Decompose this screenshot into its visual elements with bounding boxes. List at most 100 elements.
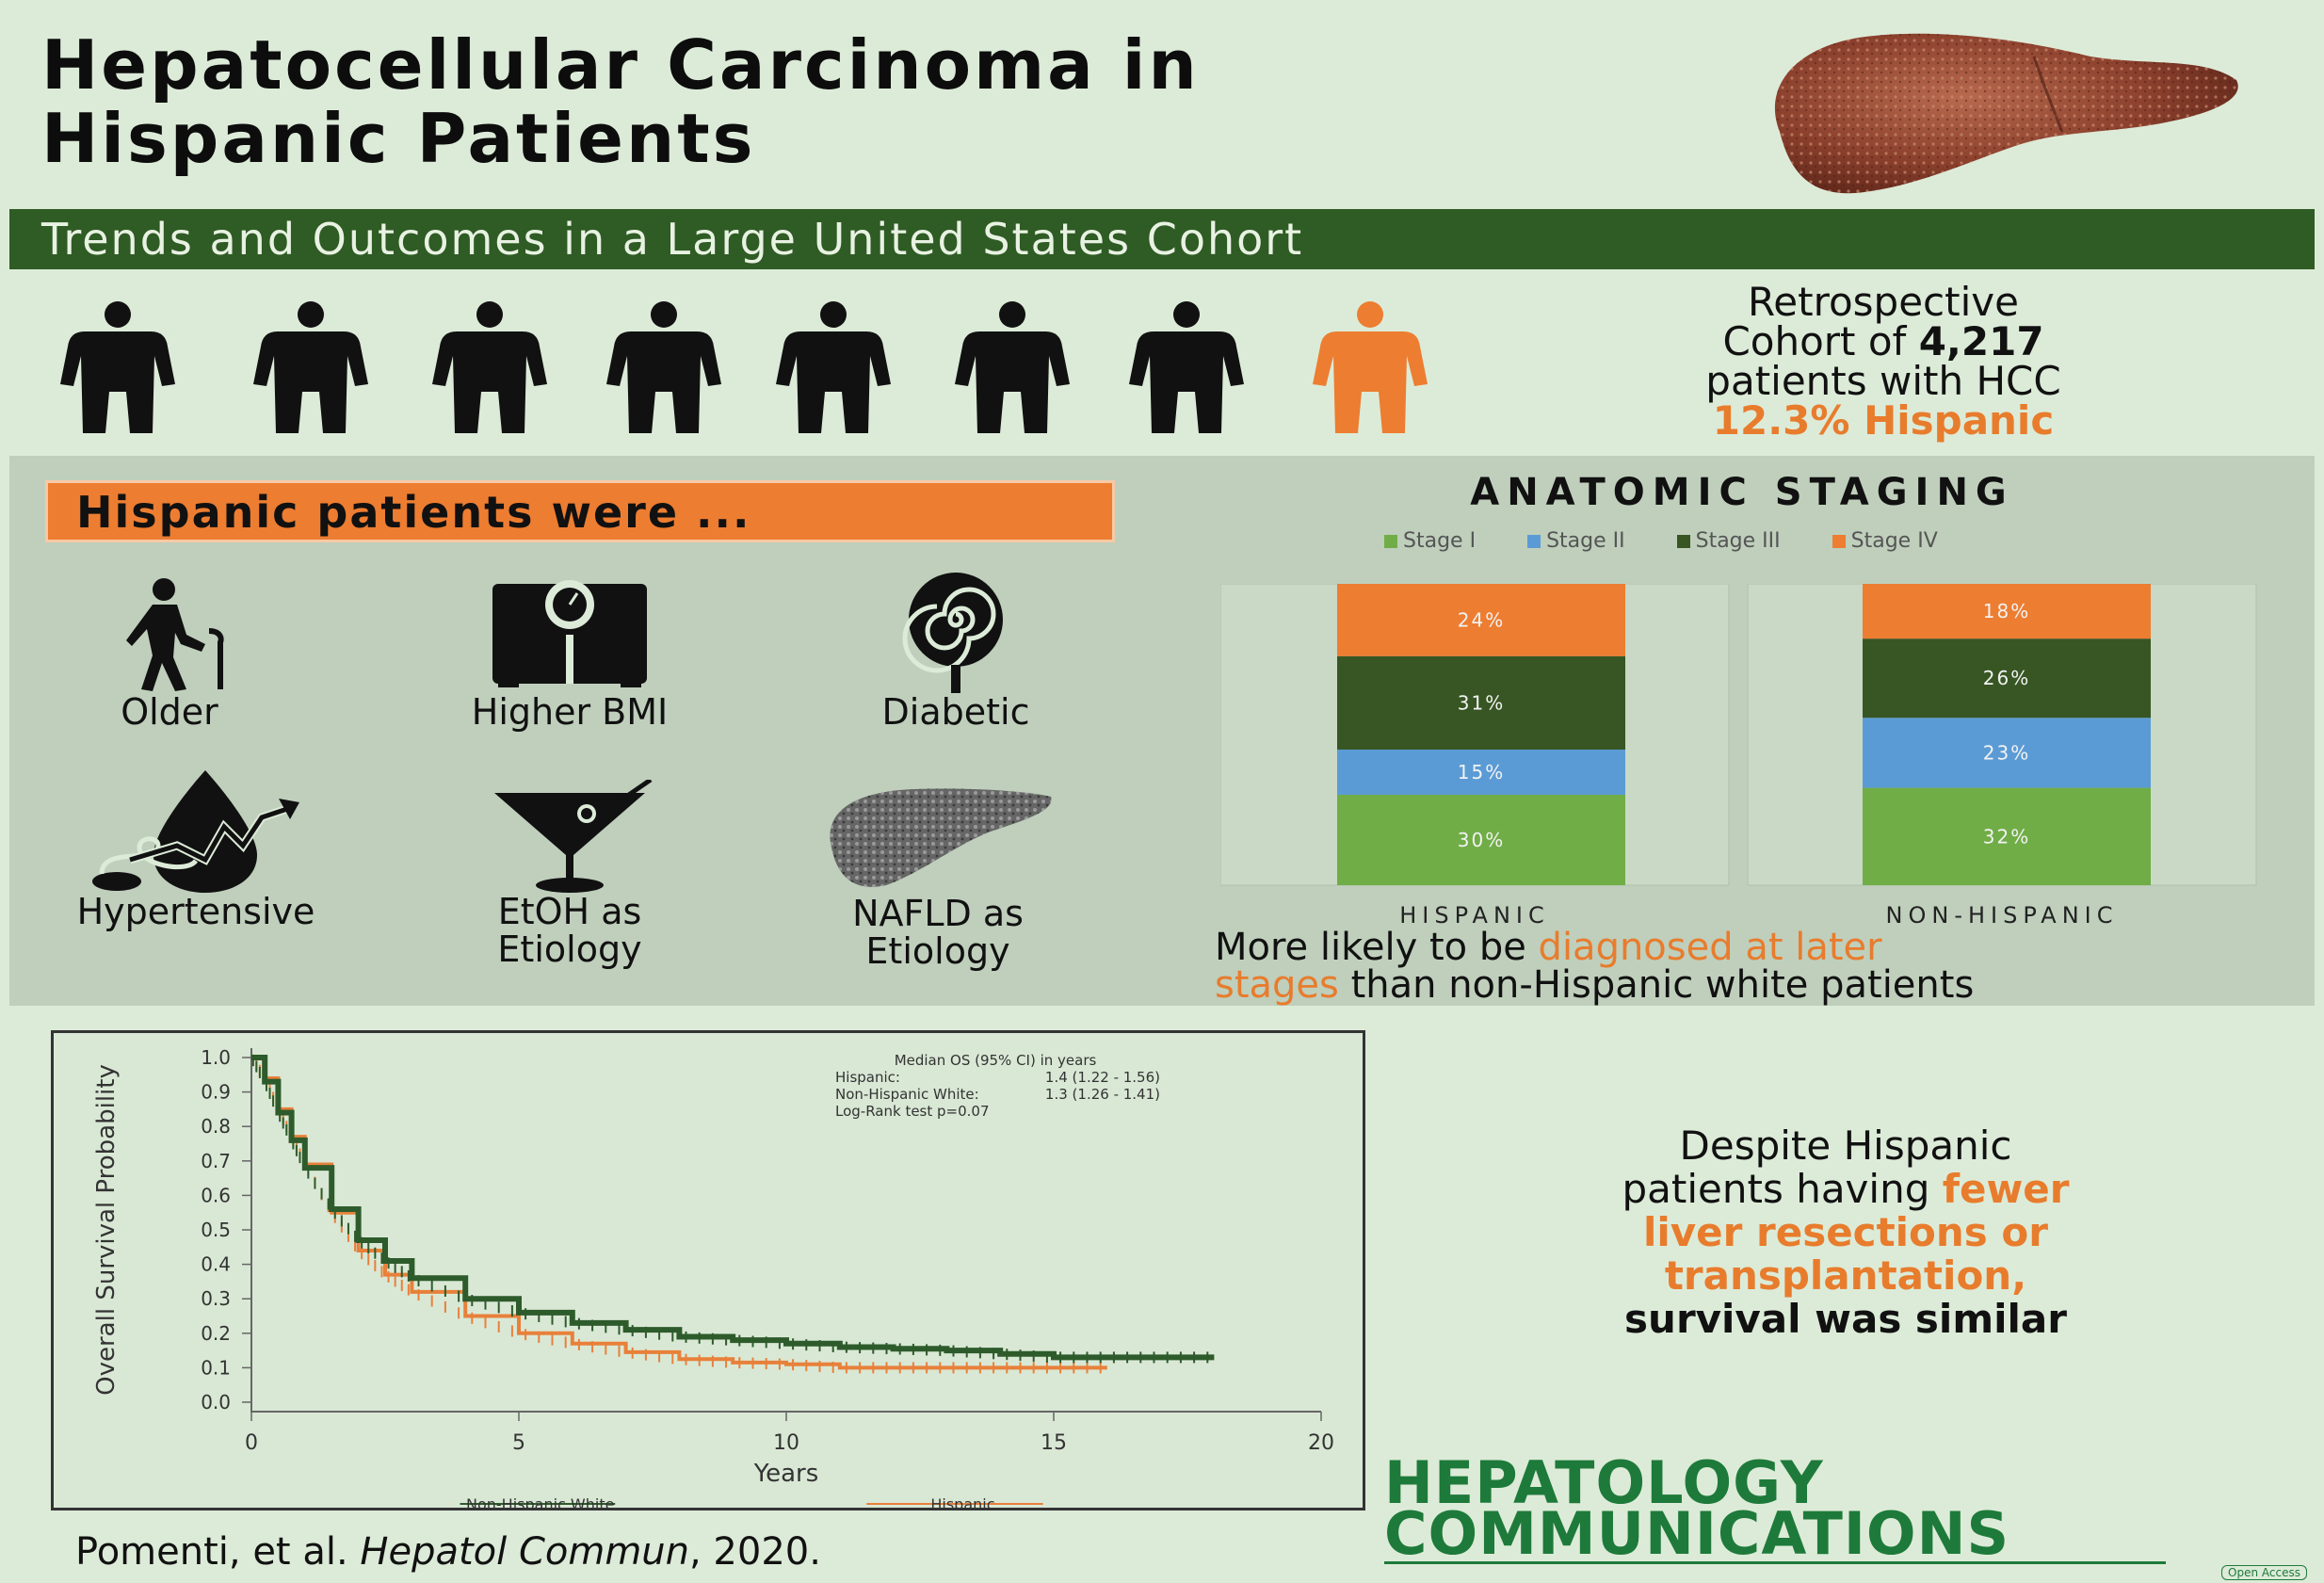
bar-segment-stage-iii (1337, 655, 1625, 750)
bar-segment-stage-ii (1337, 750, 1625, 795)
cohort-hispanic-percent: 12.3% Hispanic (1712, 397, 2055, 444)
legend-swatch (1527, 535, 1541, 548)
factor-diabetic-label: Diabetic (881, 691, 1030, 733)
factor-older-label: Older (121, 691, 218, 733)
legend-stage-2: Stage II (1527, 529, 1625, 553)
staging-title: ANATOMIC STAGING (1470, 471, 2014, 514)
factor-higher-bmi: Higher BMI (400, 576, 739, 731)
bar-data-label: 30% (1458, 829, 1505, 851)
factor-diabetic: Diabetic (786, 571, 1125, 731)
fatty-liver-icon (830, 788, 1052, 887)
journal-logo: HEPATOLOGY COMMUNICATIONS Open Access (1384, 1448, 2307, 1580)
x-tick-label: 15 (1041, 1431, 1067, 1455)
outcome-line-3: liver resections or (1643, 1209, 2048, 1255)
y-tick-label: 0.8 (201, 1115, 231, 1138)
subtitle-banner: Trends and Outcomes in a Large United St… (9, 209, 2315, 269)
outcome-line-4: transplantation, (1664, 1252, 2027, 1299)
hispanic-patients-banner: Hispanic patients were ... (45, 480, 1115, 542)
y-tick-label: 1.0 (201, 1046, 231, 1069)
journal-logo-line-2: COMMUNICATIONS (1384, 1499, 2010, 1568)
bar-data-label: 15% (1458, 761, 1505, 783)
annotation-value: 1.4 (1.22 - 1.56) (1045, 1069, 1160, 1086)
legend-swatch (1384, 535, 1397, 548)
title-line-1: Hepatocellular Carcinoma in (41, 25, 1200, 105)
bar-data-label: 23% (1983, 741, 2030, 764)
cohort-count: 4,217 (1918, 318, 2044, 364)
factor-nafld: NAFLD as Etiology (768, 782, 1107, 970)
y-tick-label: 0.0 (201, 1391, 231, 1413)
outcome-summary: Despite Hispanic patients having fewer l… (1422, 1124, 2269, 1341)
person-icon (955, 301, 1070, 433)
bar-segment-stage-i (1863, 787, 2151, 885)
survival-curve-non-hispanic-white (251, 1055, 1215, 1361)
lollipop-icon (902, 573, 1003, 693)
people-icon-row (56, 301, 1450, 443)
cohort-summary: Retrospective Cohort of 4,217 patients w… (1563, 283, 2203, 441)
annotation-label: Log-Rank test p=0.07 (835, 1103, 990, 1120)
y-tick-label: 0.3 (201, 1287, 231, 1310)
outcome-line-5: survival was similar (1624, 1296, 2067, 1342)
legend-stage-4: Stage IV (1832, 529, 1938, 553)
staging-note: More likely to be diagnosed at later sta… (1215, 926, 1975, 1007)
factor-hypertensive: Hypertensive (26, 770, 365, 930)
bar-data-label: 32% (1983, 825, 2030, 848)
y-tick-label: 0.2 (201, 1322, 231, 1345)
subtitle: Trends and Outcomes in a Large United St… (41, 214, 1304, 265)
person-icon (60, 301, 175, 433)
x-tick-label: 0 (245, 1431, 258, 1455)
bar-segment-stage-iv (1863, 584, 2151, 639)
bathroom-scale-icon (492, 580, 647, 687)
y-tick-label: 0.4 (201, 1253, 231, 1276)
elderly-person-with-cane-icon (126, 578, 224, 691)
journal-logo-line-1: HEPATOLOGY (1384, 1448, 1824, 1517)
y-tick-label: 0.1 (201, 1356, 231, 1379)
category-label: NON-HISPANIC (1886, 902, 2119, 929)
survival-plot-frame: 0.0 0.1 0.2 0.3 0.4 0.5 0.6 0.7 0.8 0.9 1.0 0 5 10 15 2… (51, 1030, 1365, 1510)
staging-stacked-bar-chart: 30% 15% 31% 24% HISPANIC 32% 23% 26% 18% NON-HISP… (1220, 584, 2257, 929)
cohort-line-2: Cohort of 4,217 (1722, 318, 2044, 364)
factor-etoh-label-1: EtOH as (497, 891, 642, 932)
cocktail-glass-icon (494, 780, 653, 893)
staging-legend: Stage I Stage II Stage III Stage IV (1384, 529, 2232, 553)
outcome-line-2: patients having fewer (1622, 1166, 2070, 1212)
y-tick-label: 0.6 (201, 1184, 231, 1206)
x-tick-label: 5 (512, 1431, 525, 1455)
x-axis-title: Years (753, 1460, 819, 1488)
x-tick-label: 10 (773, 1431, 799, 1455)
outcome-line-1: Despite Hispanic (1679, 1123, 2012, 1169)
person-icon (253, 301, 368, 433)
factor-etoh: EtOH as Etiology (400, 780, 739, 968)
y-tick-label: 0.5 (201, 1219, 231, 1241)
annotation-label: Median OS (95% CI) in years (895, 1052, 1097, 1069)
factor-hypertensive-label: Hypertensive (76, 891, 315, 932)
open-access-badge: Open Access (2221, 1565, 2307, 1580)
hispanic-banner-text: Hispanic patients were ... (76, 487, 751, 538)
bar-data-label: 31% (1458, 691, 1505, 714)
bar-segment-stage-iv (1337, 584, 1625, 656)
cohort-line-1: Retrospective (1748, 279, 2019, 325)
annotation-label: Non-Hispanic White: (835, 1086, 979, 1103)
person-icon-highlighted (1313, 301, 1428, 433)
legend-label: Hispanic (930, 1495, 994, 1508)
title-line-2: Hispanic Patients (41, 99, 756, 178)
factor-higher-bmi-label: Higher BMI (471, 691, 669, 733)
factor-nafld-label-1: NAFLD as (852, 893, 1024, 934)
bar-data-label: 24% (1458, 608, 1505, 631)
factor-nafld-label-2: Etiology (865, 930, 1010, 972)
person-icon (606, 301, 721, 433)
legend-stage-3: Stage III (1676, 529, 1781, 553)
legend-label: Non-Hispanic White (466, 1495, 614, 1508)
bar-segment-stage-iii (1863, 638, 2151, 719)
citation-journal: Hepatol Commun (360, 1530, 689, 1574)
legend-swatch (1676, 535, 1690, 548)
person-icon (1129, 301, 1244, 433)
citation: Pomenti, et al. Hepatol Commun, 2020. (75, 1530, 821, 1574)
cohort-line-3: patients with HCC (1705, 358, 2061, 404)
liver-illustration-icon (1774, 33, 2238, 194)
page-title: Hepatocellular Carcinoma in Hispanic Pat… (41, 28, 1718, 175)
y-tick-label: 0.7 (201, 1150, 231, 1172)
journal-logo-underline (1384, 1561, 2166, 1564)
y-tick-label: 0.9 (201, 1081, 231, 1104)
bar-data-label: 26% (1983, 667, 2030, 689)
